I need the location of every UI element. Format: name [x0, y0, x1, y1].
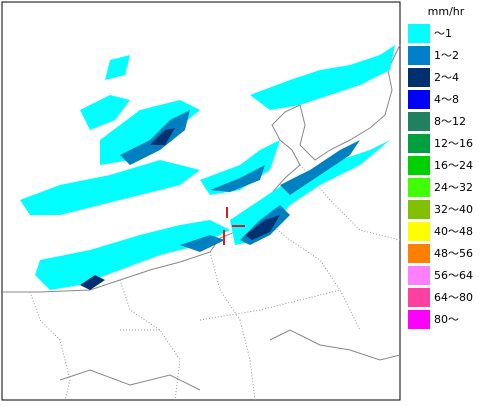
legend-label: 16～24 [434, 159, 473, 172]
legend-swatch [408, 156, 430, 175]
echo-band [250, 45, 395, 110]
echo-core [280, 140, 360, 195]
legend-label: 2～4 [434, 71, 459, 84]
legend: mm/hr ～1 1～2 2～4 4～8 8～12 12～16 16～24 24～32 32～4… [408, 5, 473, 329]
legend-label: ～1 [434, 27, 452, 40]
legend-label: 80～ [434, 313, 459, 326]
legend-swatch [408, 310, 430, 329]
legend-label: 40～48 [434, 225, 473, 238]
legend-swatch [408, 24, 430, 43]
legend-swatch [408, 178, 430, 197]
radar-echo [20, 45, 395, 290]
legend-label: 1～2 [434, 49, 459, 62]
legend-swatch [408, 46, 430, 65]
legend-swatch [408, 244, 430, 263]
legend-swatch [408, 134, 430, 153]
echo-band [200, 140, 280, 195]
legend-label: 56～64 [434, 269, 473, 282]
echo-band [20, 160, 200, 215]
echo-strong [150, 128, 175, 145]
echo-band [35, 220, 230, 290]
echo-band [80, 95, 130, 130]
echo-band [100, 100, 200, 165]
boundary-mark [223, 207, 245, 245]
legend-swatch [408, 266, 430, 285]
legend-swatch [408, 68, 430, 87]
echo-core [180, 235, 225, 252]
legend-swatch [408, 200, 430, 219]
legend-label: 4～8 [434, 93, 459, 106]
echo-strong [80, 275, 105, 290]
echo-strong [245, 215, 280, 240]
legend-swatch [408, 288, 430, 307]
legend-label: 12～16 [434, 137, 473, 150]
legend-label: 32～40 [434, 203, 473, 216]
prefecture-border [29, 164, 401, 401]
legend-label: 48～56 [434, 247, 473, 260]
legend-label: 8～12 [434, 115, 466, 128]
legend-swatch [408, 222, 430, 241]
legend-label: 24～32 [434, 181, 473, 194]
radar-map [1, 1, 401, 401]
echo-band [105, 55, 130, 80]
legend-label: 64～80 [434, 291, 473, 304]
legend-unit: mm/hr [428, 5, 465, 18]
coastline-south [59, 329, 401, 391]
legend-swatch [408, 90, 430, 109]
echo-core [210, 165, 265, 192]
legend-swatch [408, 112, 430, 131]
echo-core [120, 110, 190, 165]
